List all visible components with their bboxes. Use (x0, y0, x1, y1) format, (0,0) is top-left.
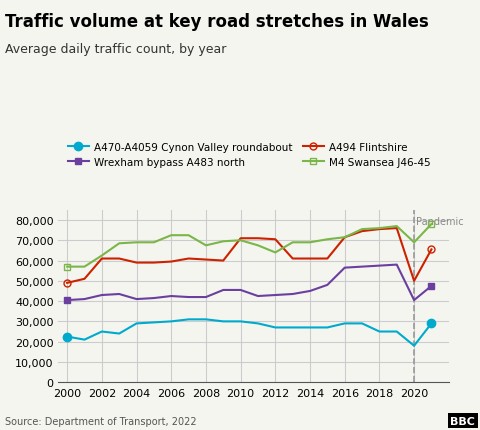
Text: Average daily traffic count, by year: Average daily traffic count, by year (5, 43, 226, 56)
Text: Pandemic: Pandemic (416, 216, 464, 227)
Legend: A470-A4059 Cynon Valley roundabout, Wrexham bypass A483 north, A494 Flintshire, : A470-A4059 Cynon Valley roundabout, Wrex… (64, 138, 435, 172)
Text: Source: Department of Transport, 2022: Source: Department of Transport, 2022 (5, 416, 196, 426)
Text: BBC: BBC (450, 416, 475, 426)
Text: Traffic volume at key road stretches in Wales: Traffic volume at key road stretches in … (5, 13, 429, 31)
